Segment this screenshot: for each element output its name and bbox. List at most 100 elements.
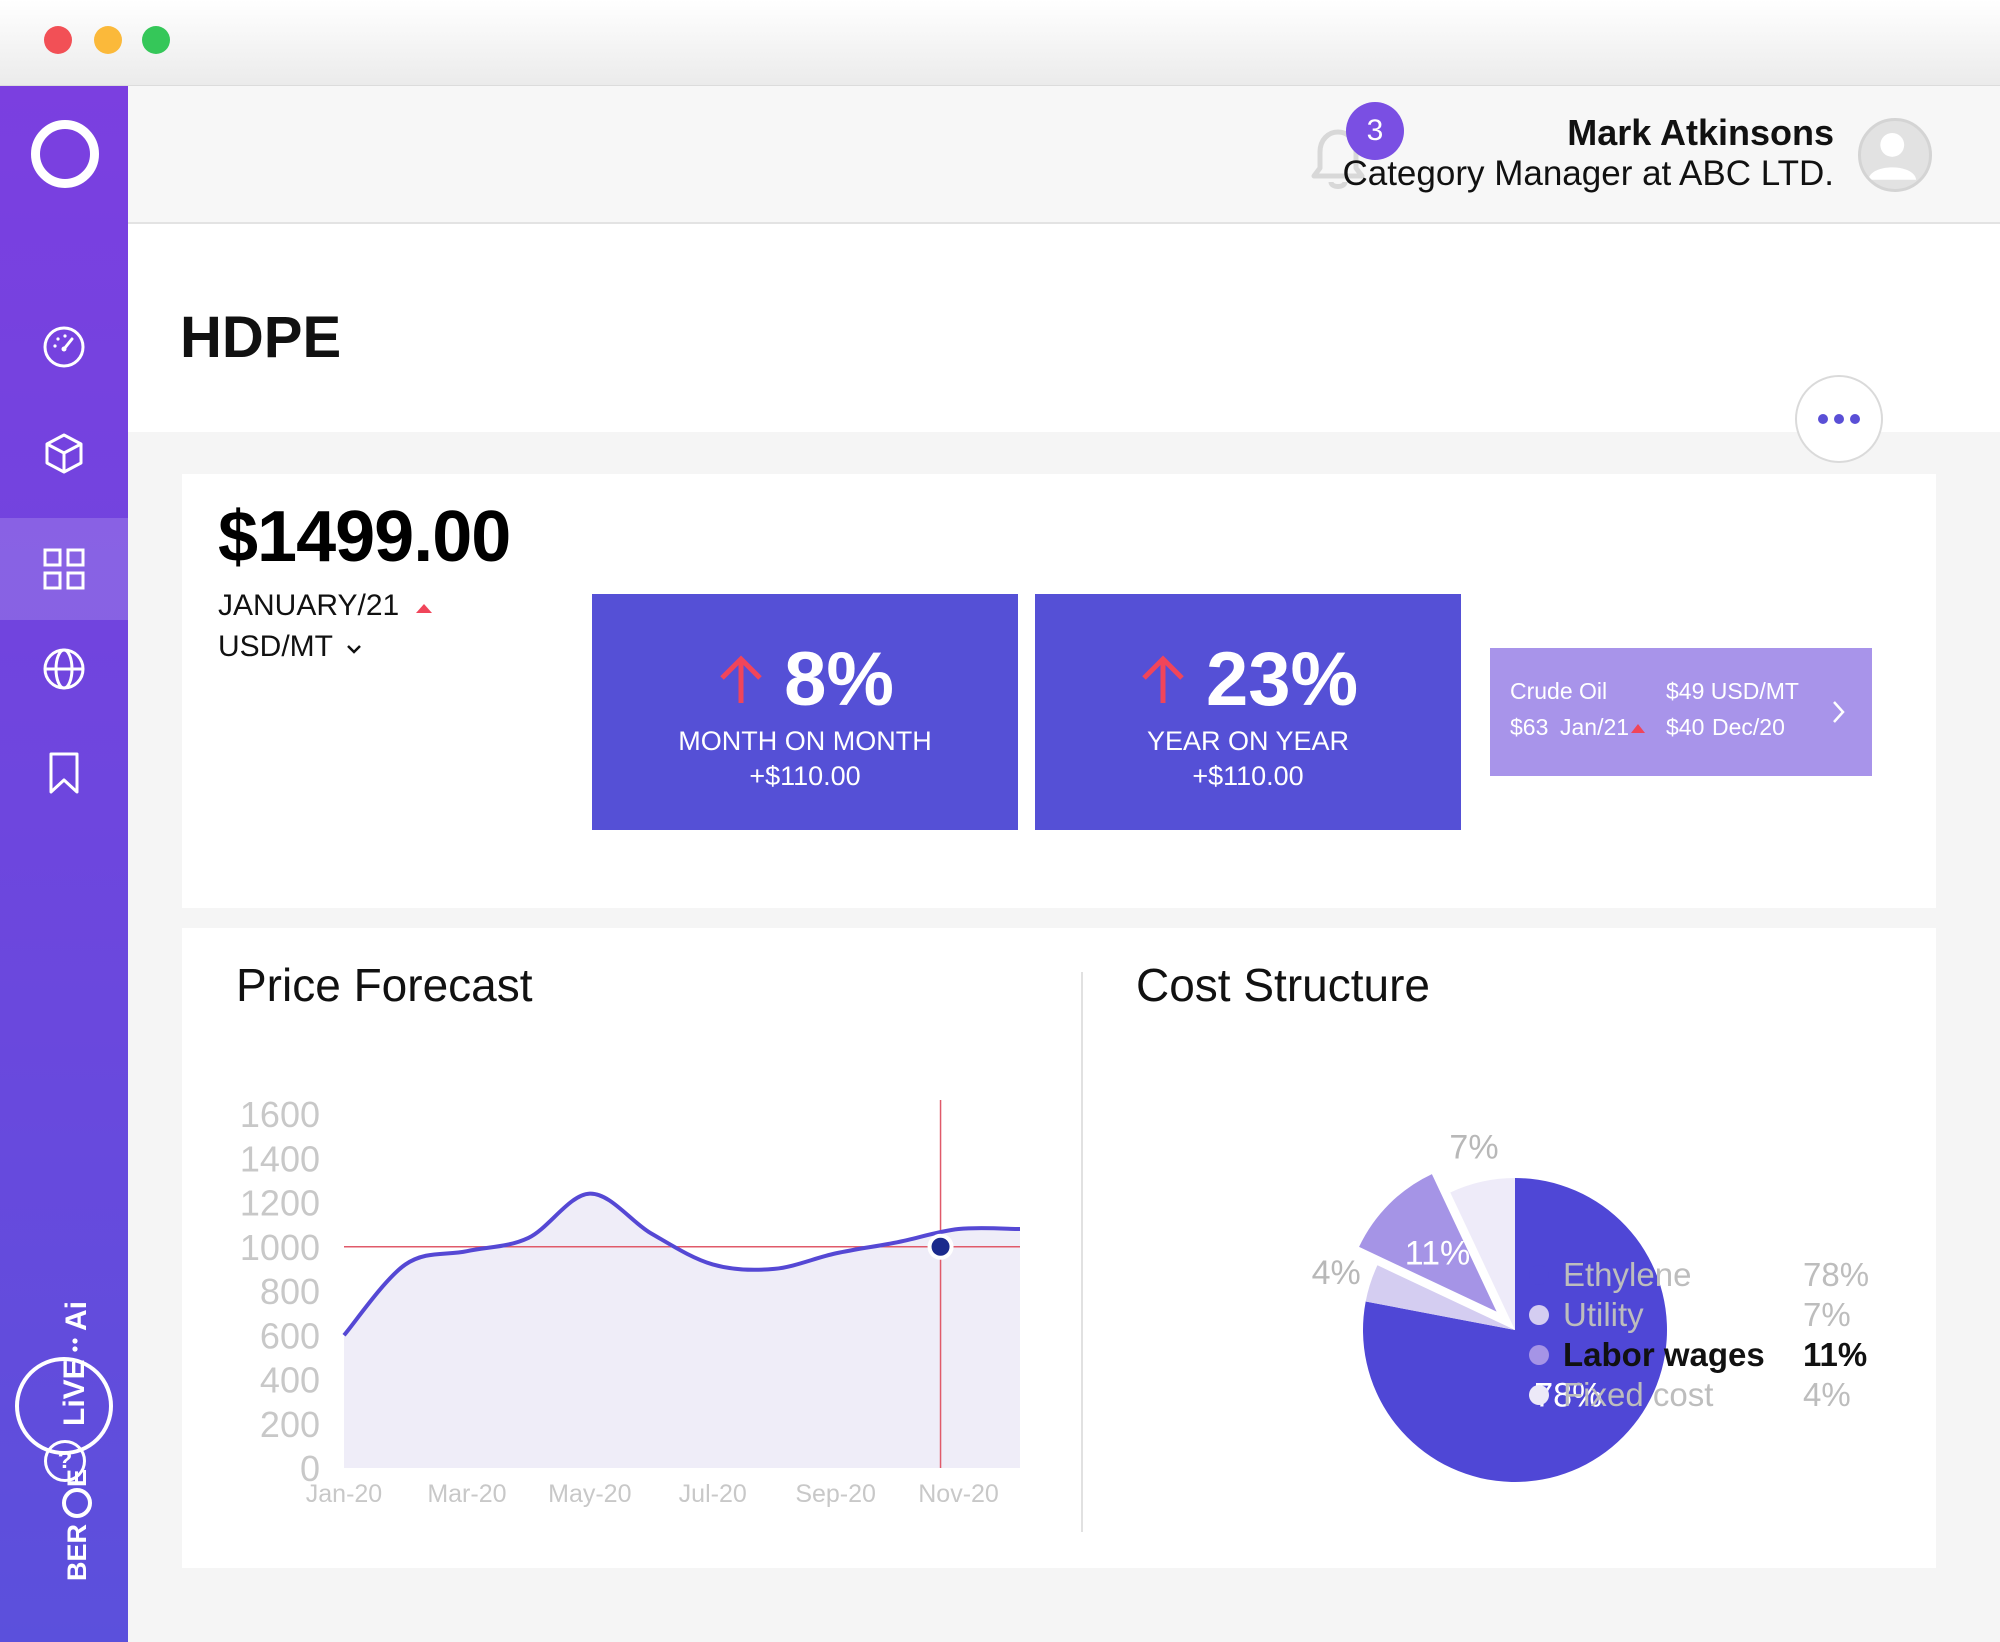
title-area: HDPE (128, 224, 2000, 432)
current-price: $1499.00 (218, 497, 511, 577)
price-date-selector[interactable]: JANUARY/21 (218, 589, 434, 623)
legend-item[interactable]: Fixed cost 4% (1529, 1376, 1873, 1414)
y-tick-label: 1400 (240, 1138, 320, 1179)
arrow-up-icon (720, 654, 762, 703)
legend-item[interactable]: Labor wages 11% (1529, 1336, 1873, 1374)
forecast-line (342, 1191, 1021, 1337)
chevron-right-icon (1833, 701, 1845, 723)
year-on-year-stat: 23% YEAR ON YEAR +$110.00 (1035, 594, 1461, 830)
month-label: MONTH ON MONTH (678, 726, 932, 756)
legend-item[interactable]: Utility 7% (1529, 1296, 1873, 1334)
pie-label: 7% (1449, 1129, 1498, 1167)
sidebar-item-bookmarks[interactable] (0, 722, 128, 824)
chart-divider (1081, 972, 1083, 1532)
sidebar-item-dashboard[interactable] (0, 296, 128, 398)
x-tick-label: Nov-20 (918, 1480, 999, 1508)
arrow-up-icon (1142, 654, 1184, 703)
crude-previous-date: Dec/20 (1712, 714, 1785, 740)
close-window-button[interactable] (44, 26, 72, 54)
pie-slice-labor-wages[interactable] (1359, 1174, 1497, 1312)
year-value: +$110.00 (1192, 761, 1304, 791)
price-card: $1499.00 JANUARY/21 USD/MT 8% MONTH ON M… (182, 474, 1936, 908)
sidebar-item-categories[interactable] (0, 518, 128, 620)
y-tick-label: 1000 (240, 1227, 320, 1268)
forecast-area (344, 1193, 1020, 1468)
y-tick-label: 800 (260, 1271, 320, 1312)
crude-current: $63 (1510, 714, 1549, 740)
notification-badge: 3 (1346, 102, 1404, 160)
crude-label: Crude Oil (1510, 678, 1608, 704)
crude-previous: $40 (1666, 714, 1705, 740)
legend-dot-icon (1529, 1305, 1549, 1325)
legend-dot-icon (1529, 1265, 1549, 1285)
pie-label: 4% (1312, 1254, 1361, 1292)
minimize-window-button[interactable] (94, 26, 122, 54)
dot-icon (1834, 414, 1844, 424)
grid-icon (43, 548, 85, 590)
crude-current-date: Jan/21 (1560, 714, 1630, 740)
sidebar-item-products[interactable] (0, 402, 128, 504)
legend-dot-icon (1529, 1345, 1549, 1365)
crude-value: $49 USD/MT (1666, 678, 1799, 704)
legend-pct: 11% (1803, 1336, 1868, 1373)
title-bar (0, 0, 2000, 86)
price-forecast-title: Price Forecast (236, 959, 533, 1011)
y-tick-label: 1200 (240, 1183, 320, 1224)
forecast-marker[interactable] (931, 1237, 950, 1256)
legend-pct: 4% (1803, 1376, 1851, 1413)
x-tick-label: Mar-20 (427, 1480, 506, 1508)
y-tick-label: 0 (300, 1448, 320, 1489)
sidebar: LiVE Ai BER E (0, 86, 128, 1642)
y-tick-label: 400 (260, 1360, 320, 1401)
legend-name: Labor wages (1563, 1336, 1765, 1373)
speedometer-icon (43, 326, 85, 368)
user-role: Category Manager at ABC LTD. (1342, 154, 1834, 193)
legend-item[interactable]: Ethylene 78% (1529, 1256, 1873, 1294)
user-avatar-icon (1868, 132, 1917, 180)
x-tick-label: May-20 (548, 1480, 631, 1508)
pie-slice-fixed-cost[interactable] (1365, 1265, 1515, 1330)
y-tick-label: 200 (260, 1404, 320, 1445)
chevron-down-icon (346, 645, 361, 654)
unit-selector[interactable]: USD/MT (218, 630, 363, 664)
pie-slice-utility[interactable] (1450, 1178, 1515, 1330)
brand-live-text: LiVE (58, 1359, 91, 1426)
top-header: 3 Mark Atkinsons Category Manager at ABC… (128, 86, 2000, 224)
app-logo[interactable] (31, 120, 99, 188)
caret-up-icon (1631, 724, 1645, 733)
x-tick-label: Sep-20 (795, 1480, 876, 1508)
cost-structure-chart[interactable]: 78%4%11%7% (1082, 928, 1936, 1568)
more-options-button[interactable] (1795, 375, 1883, 463)
month-on-month-stat: 8% MONTH ON MONTH +$110.00 (592, 594, 1018, 830)
y-tick-label: 1600 (240, 1094, 320, 1135)
avatar[interactable] (1858, 118, 1932, 192)
crude-oil-card[interactable]: Crude Oil $49 USD/MT $63 Jan/21 $40 Dec/… (1490, 648, 1872, 776)
legend-dot-icon (1529, 1385, 1549, 1405)
legend-name: Utility (1563, 1296, 1644, 1333)
month-pct: 8% (784, 637, 894, 722)
dot-icon (1850, 414, 1860, 424)
brand-beroe-text: BER (62, 1524, 92, 1581)
legend-pct: 78% (1803, 1256, 1870, 1293)
y-tick-label: 600 (260, 1315, 320, 1356)
globe-icon (43, 648, 85, 690)
month-value: +$110.00 (749, 761, 861, 791)
dot-icon (1818, 414, 1828, 424)
help-icon[interactable]: ? (44, 1440, 86, 1482)
legend-name: Ethylene (1563, 1256, 1692, 1293)
x-tick-label: Jul-20 (679, 1480, 747, 1508)
x-tick-label: Jan-20 (306, 1480, 382, 1508)
year-pct: 23% (1205, 637, 1359, 722)
year-label: YEAR ON YEAR (1146, 726, 1350, 756)
sidebar-item-global[interactable] (0, 618, 128, 720)
caret-up-icon (415, 604, 432, 613)
page-title: HDPE (180, 305, 342, 370)
maximize-window-button[interactable] (142, 26, 170, 54)
user-name: Mark Atkinsons (1567, 112, 1834, 153)
cube-icon (45, 433, 83, 474)
beroe-live-ai-logo: LiVE Ai BER E (15, 1301, 113, 1581)
bookmark-icon (49, 752, 79, 794)
pie-label: 11% (1405, 1235, 1471, 1273)
